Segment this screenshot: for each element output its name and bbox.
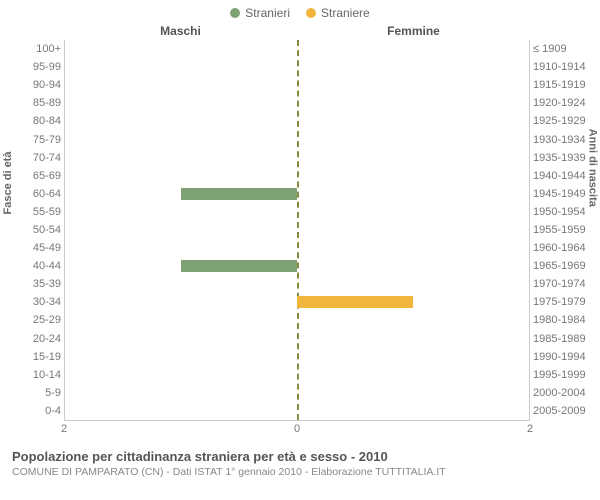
y-axis-label-right: Anni di nascita bbox=[586, 129, 598, 207]
birth-tick-right: 1955-1959 bbox=[533, 224, 586, 236]
chart-subtitle: COMUNE DI PAMPARATO (CN) - Dati ISTAT 1°… bbox=[12, 466, 588, 478]
age-row: 50-541955-1959 bbox=[65, 221, 529, 239]
legend-label-female: Straniere bbox=[321, 6, 370, 20]
bar-female bbox=[297, 296, 413, 308]
birth-tick-right: 1970-1974 bbox=[533, 278, 586, 290]
age-tick-left: 35-39 bbox=[33, 278, 61, 290]
plot-area: 100+≤ 190995-991910-191490-941915-191985… bbox=[64, 40, 530, 421]
x-tick: 0 bbox=[294, 423, 300, 435]
age-row: 65-691940-1944 bbox=[65, 167, 529, 185]
age-row: 25-291980-1984 bbox=[65, 311, 529, 329]
chart-footer: Popolazione per cittadinanza straniera p… bbox=[0, 439, 600, 478]
age-row: 80-841925-1929 bbox=[65, 112, 529, 130]
bar-male bbox=[181, 188, 297, 200]
birth-tick-right: 1960-1964 bbox=[533, 242, 586, 254]
chart-title: Popolazione per cittadinanza straniera p… bbox=[12, 449, 588, 464]
pyramid-chart: Fasce di età Anni di nascita 100+≤ 19099… bbox=[0, 40, 600, 439]
age-tick-left: 100+ bbox=[36, 43, 61, 55]
age-row: 100+≤ 1909 bbox=[65, 40, 529, 58]
birth-tick-right: 1965-1969 bbox=[533, 260, 586, 272]
birth-tick-right: 1910-1914 bbox=[533, 61, 586, 73]
age-row: 95-991910-1914 bbox=[65, 58, 529, 76]
age-row: 90-941915-1919 bbox=[65, 76, 529, 94]
legend-swatch-female bbox=[306, 8, 316, 18]
age-row: 55-591950-1954 bbox=[65, 203, 529, 221]
x-tick: 2 bbox=[61, 423, 67, 435]
age-tick-left: 75-79 bbox=[33, 134, 61, 146]
age-tick-left: 95-99 bbox=[33, 61, 61, 73]
birth-tick-right: 2000-2004 bbox=[533, 387, 586, 399]
header-female: Femmine bbox=[297, 24, 530, 38]
birth-tick-right: 1980-1984 bbox=[533, 314, 586, 326]
legend-swatch-male bbox=[230, 8, 240, 18]
age-tick-left: 90-94 bbox=[33, 79, 61, 91]
age-row: 70-741935-1939 bbox=[65, 149, 529, 167]
age-tick-left: 85-89 bbox=[33, 97, 61, 109]
age-tick-left: 70-74 bbox=[33, 152, 61, 164]
bar-male bbox=[181, 260, 297, 272]
age-tick-left: 15-19 bbox=[33, 351, 61, 363]
legend: Stranieri Straniere bbox=[0, 0, 600, 20]
birth-tick-right: 1975-1979 bbox=[533, 296, 586, 308]
legend-item-female: Straniere bbox=[306, 6, 370, 20]
age-tick-left: 40-44 bbox=[33, 260, 61, 272]
birth-tick-right: 1915-1919 bbox=[533, 79, 586, 91]
age-row: 35-391970-1974 bbox=[65, 275, 529, 293]
y-axis-label-left: Fasce di età bbox=[2, 152, 14, 215]
birth-tick-right: 1995-1999 bbox=[533, 369, 586, 381]
x-axis: 2 0 2 bbox=[64, 421, 530, 439]
age-row: 60-641945-1949 bbox=[65, 185, 529, 203]
legend-label-male: Stranieri bbox=[245, 6, 290, 20]
header-male: Maschi bbox=[64, 24, 297, 38]
age-row: 40-441965-1969 bbox=[65, 257, 529, 275]
birth-tick-right: 1930-1934 bbox=[533, 134, 586, 146]
age-tick-left: 25-29 bbox=[33, 314, 61, 326]
age-tick-left: 0-4 bbox=[45, 405, 61, 417]
birth-tick-right: 1985-1989 bbox=[533, 333, 586, 345]
birth-tick-right: ≤ 1909 bbox=[533, 43, 567, 55]
age-tick-left: 20-24 bbox=[33, 333, 61, 345]
age-tick-left: 50-54 bbox=[33, 224, 61, 236]
age-tick-left: 30-34 bbox=[33, 296, 61, 308]
birth-tick-right: 1925-1929 bbox=[533, 115, 586, 127]
birth-tick-right: 1945-1949 bbox=[533, 188, 586, 200]
birth-tick-right: 1935-1939 bbox=[533, 152, 586, 164]
age-tick-left: 65-69 bbox=[33, 170, 61, 182]
age-tick-left: 10-14 bbox=[33, 369, 61, 381]
age-row: 45-491960-1964 bbox=[65, 239, 529, 257]
birth-tick-right: 1950-1954 bbox=[533, 206, 586, 218]
age-row: 0-42005-2009 bbox=[65, 402, 529, 420]
age-tick-left: 55-59 bbox=[33, 206, 61, 218]
age-row: 5-92000-2004 bbox=[65, 384, 529, 402]
age-row: 20-241985-1989 bbox=[65, 330, 529, 348]
age-row: 75-791930-1934 bbox=[65, 130, 529, 148]
x-tick: 2 bbox=[527, 423, 533, 435]
age-row: 30-341975-1979 bbox=[65, 293, 529, 311]
age-tick-left: 80-84 bbox=[33, 115, 61, 127]
age-tick-left: 45-49 bbox=[33, 242, 61, 254]
age-tick-left: 60-64 bbox=[33, 188, 61, 200]
birth-tick-right: 1920-1924 bbox=[533, 97, 586, 109]
age-row: 10-141995-1999 bbox=[65, 366, 529, 384]
birth-tick-right: 1990-1994 bbox=[533, 351, 586, 363]
age-row: 15-191990-1994 bbox=[65, 348, 529, 366]
legend-item-male: Stranieri bbox=[230, 6, 290, 20]
birth-tick-right: 2005-2009 bbox=[533, 405, 586, 417]
age-row: 85-891920-1924 bbox=[65, 94, 529, 112]
column-headers: Maschi Femmine bbox=[0, 24, 600, 38]
birth-tick-right: 1940-1944 bbox=[533, 170, 586, 182]
age-tick-left: 5-9 bbox=[45, 387, 61, 399]
